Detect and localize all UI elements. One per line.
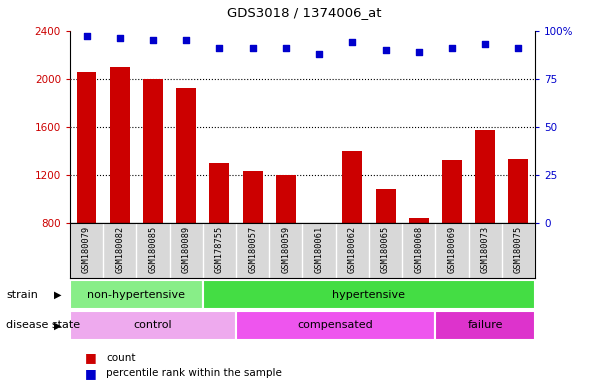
Bar bbox=[276, 175, 296, 223]
Text: strain: strain bbox=[6, 290, 38, 300]
Point bbox=[281, 45, 291, 51]
Bar bbox=[70, 280, 203, 309]
Text: GSM180069: GSM180069 bbox=[447, 225, 457, 273]
Point bbox=[514, 45, 523, 51]
Text: failure: failure bbox=[468, 320, 503, 331]
Text: GSM178755: GSM178755 bbox=[215, 225, 224, 273]
Bar bbox=[77, 71, 97, 223]
Point bbox=[314, 51, 324, 57]
Point bbox=[381, 47, 390, 53]
Bar bbox=[475, 130, 495, 223]
Point bbox=[115, 35, 125, 41]
Text: GSM180089: GSM180089 bbox=[182, 225, 191, 273]
Text: GSM180073: GSM180073 bbox=[481, 225, 489, 273]
Bar bbox=[376, 189, 395, 223]
Bar bbox=[435, 311, 535, 340]
Text: GSM180079: GSM180079 bbox=[82, 225, 91, 273]
Point bbox=[347, 39, 357, 45]
Bar bbox=[70, 311, 236, 340]
Bar bbox=[236, 311, 435, 340]
Point bbox=[480, 41, 490, 47]
Text: ▶: ▶ bbox=[54, 290, 61, 300]
Text: GSM180057: GSM180057 bbox=[248, 225, 257, 273]
Point bbox=[215, 45, 224, 51]
Point bbox=[81, 33, 91, 40]
Text: GSM180065: GSM180065 bbox=[381, 225, 390, 273]
Bar bbox=[209, 163, 229, 223]
Text: hypertensive: hypertensive bbox=[333, 290, 406, 300]
Text: ▶: ▶ bbox=[54, 320, 61, 331]
Text: GSM180085: GSM180085 bbox=[148, 225, 157, 273]
Bar bbox=[143, 79, 163, 223]
Text: disease state: disease state bbox=[6, 320, 80, 331]
Bar bbox=[442, 161, 462, 223]
Bar bbox=[110, 67, 130, 223]
Text: non-hypertensive: non-hypertensive bbox=[88, 290, 185, 300]
Text: GSM180062: GSM180062 bbox=[348, 225, 357, 273]
Text: GSM180075: GSM180075 bbox=[514, 225, 523, 273]
Text: GSM180059: GSM180059 bbox=[282, 225, 291, 273]
Point bbox=[248, 45, 258, 51]
Bar bbox=[342, 151, 362, 223]
Text: ■: ■ bbox=[85, 351, 97, 364]
Text: GSM180082: GSM180082 bbox=[116, 225, 124, 273]
Bar bbox=[309, 223, 329, 224]
Text: GSM180061: GSM180061 bbox=[314, 225, 323, 273]
Point bbox=[447, 45, 457, 51]
Text: compensated: compensated bbox=[298, 320, 373, 331]
Text: control: control bbox=[134, 320, 172, 331]
Point bbox=[148, 37, 158, 43]
Text: count: count bbox=[106, 353, 136, 363]
Text: GDS3018 / 1374006_at: GDS3018 / 1374006_at bbox=[227, 6, 381, 19]
Bar bbox=[203, 280, 535, 309]
Bar bbox=[508, 159, 528, 223]
Bar bbox=[243, 171, 263, 223]
Text: ■: ■ bbox=[85, 367, 97, 380]
Text: percentile rank within the sample: percentile rank within the sample bbox=[106, 368, 282, 378]
Point bbox=[414, 49, 424, 55]
Bar bbox=[409, 218, 429, 223]
Bar bbox=[176, 88, 196, 223]
Point bbox=[181, 37, 191, 43]
Text: GSM180068: GSM180068 bbox=[414, 225, 423, 273]
